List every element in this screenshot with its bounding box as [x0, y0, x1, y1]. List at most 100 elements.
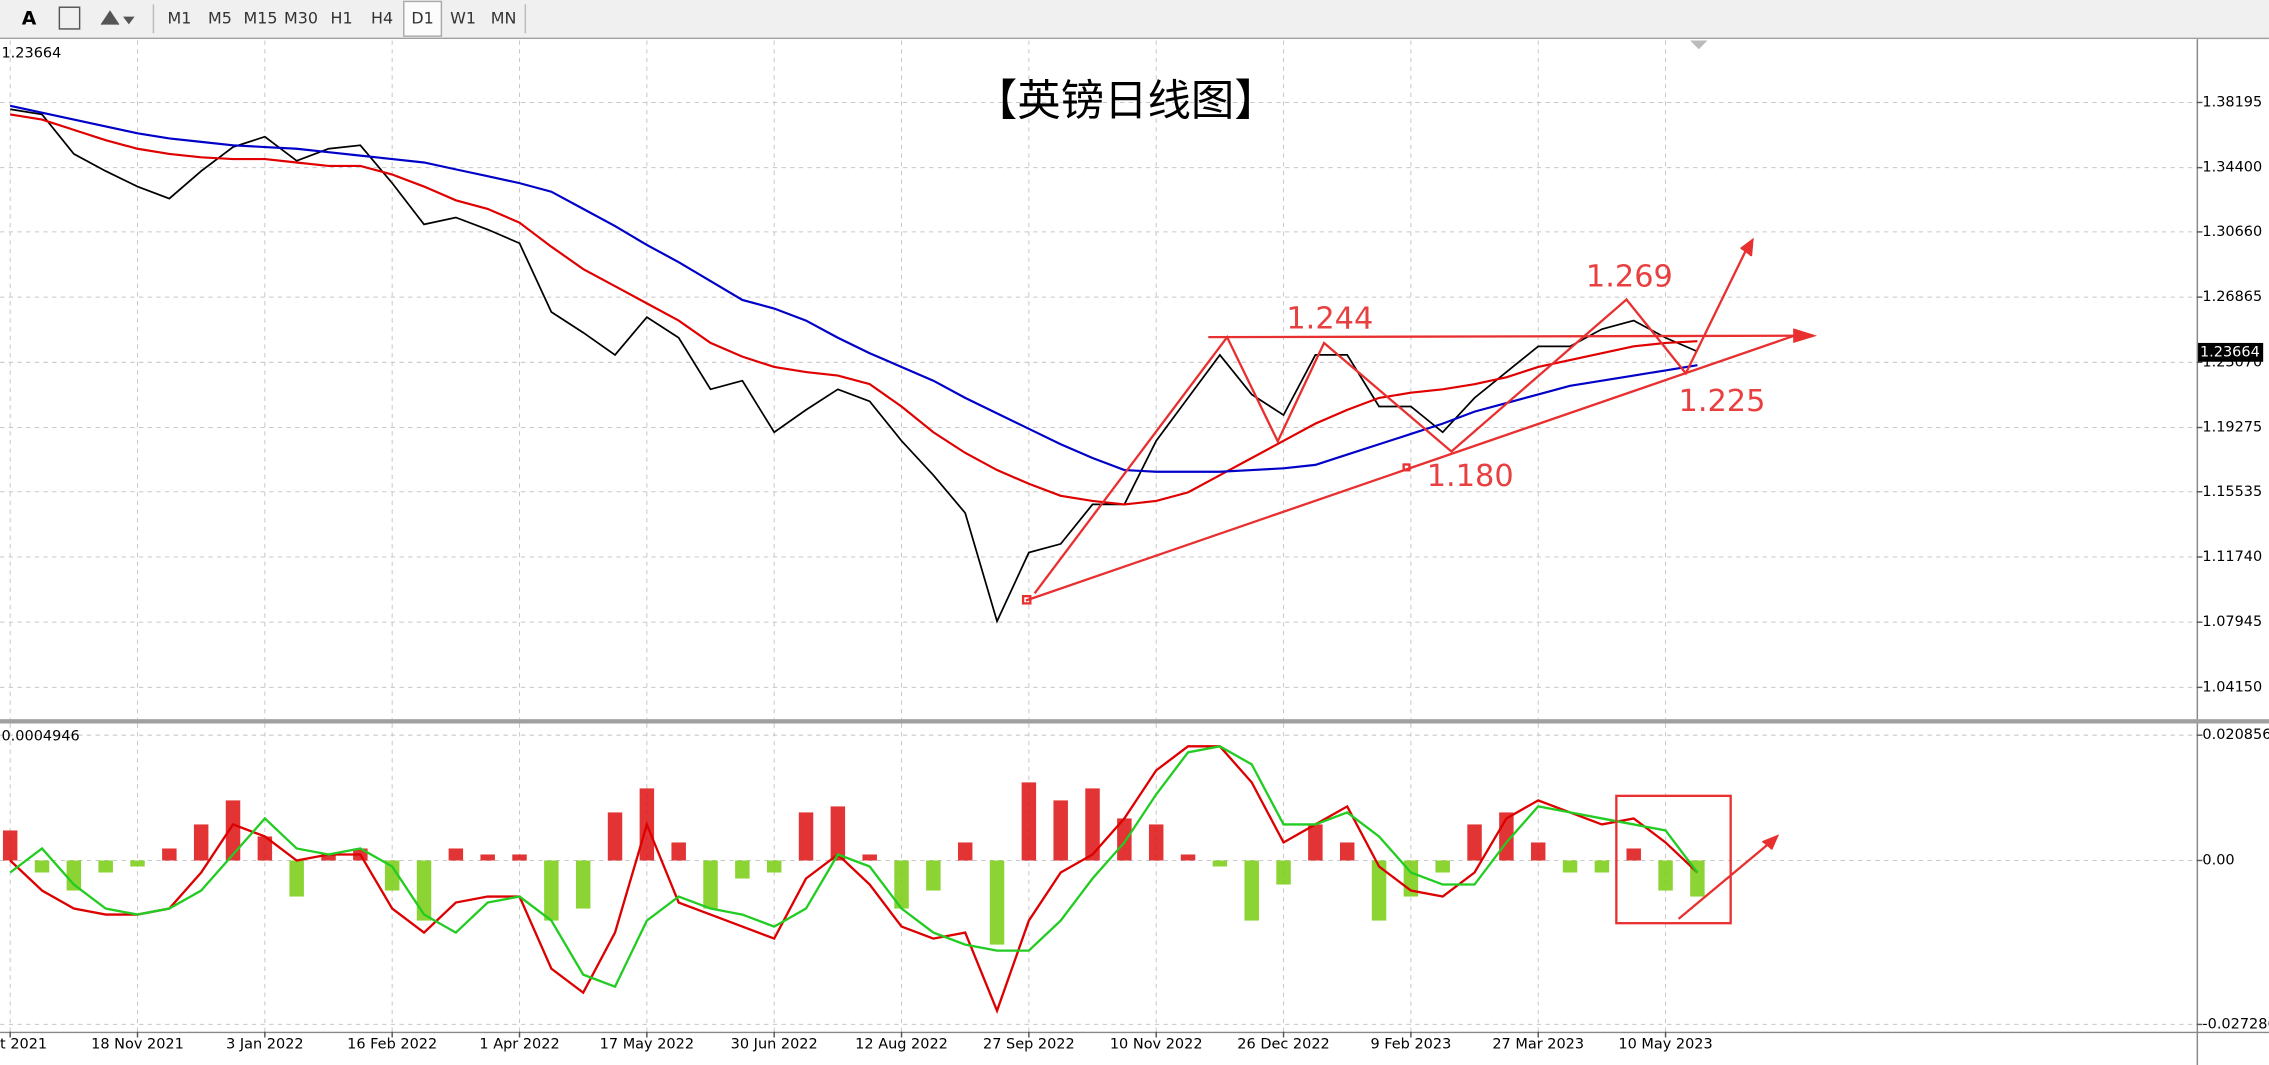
x-tick-label: t 2021 — [0, 1037, 47, 1053]
timeframe-button[interactable]: M1 — [168, 8, 192, 27]
timeframe-button[interactable]: W1 — [450, 8, 476, 27]
panel-separator — [0, 719, 2269, 724]
histogram-bar — [1435, 860, 1450, 873]
histogram-bar — [257, 836, 273, 861]
histogram-bar — [989, 860, 1005, 945]
histogram-bar — [607, 812, 623, 861]
histogram-bar — [480, 854, 495, 861]
oscillator-top-label: 0.0004946 — [1, 729, 79, 745]
histogram-bar — [384, 860, 400, 891]
timeframe-button[interactable]: H4 — [371, 8, 393, 27]
y-tick-label: 0.0208564 — [2202, 727, 2269, 743]
highlight-box — [1615, 794, 1732, 925]
histogram-bar — [1339, 842, 1355, 861]
histogram-bar — [66, 860, 82, 891]
x-tick-label: 26 Dec 2022 — [1237, 1037, 1329, 1053]
series-line — [10, 108, 1698, 624]
arrow-head — [1793, 328, 1818, 344]
annotation: 1.180 — [1427, 459, 1514, 494]
histogram-bar — [321, 854, 336, 861]
annotation: 1.244 — [1286, 301, 1373, 336]
histogram-bar — [703, 860, 718, 909]
y-tick-label: 1.34400 — [2202, 160, 2262, 176]
x-tick-label: 30 Jun 2022 — [731, 1037, 818, 1053]
y-tick-label: 1.15535 — [2202, 484, 2262, 500]
y-tick-label: 1.38195 — [2202, 94, 2262, 110]
x-tick-label: 10 Nov 2022 — [1110, 1037, 1203, 1053]
histogram-bar — [130, 860, 145, 867]
arrow-head — [1740, 237, 1754, 257]
last-price-label: 1.23664 — [2200, 344, 2260, 360]
histogram-bar — [894, 860, 909, 909]
x-tick-label: 27 Sep 2022 — [983, 1037, 1075, 1053]
selected-timeframe — [403, 0, 443, 37]
x-tick-label: 27 Mar 2023 — [1492, 1037, 1584, 1053]
x-tick-label: 10 May 2023 — [1618, 1037, 1712, 1053]
text-tool[interactable]: A — [22, 8, 37, 29]
histogram-bar — [575, 860, 591, 909]
label-tool[interactable] — [58, 6, 81, 30]
histogram-bar — [512, 854, 527, 861]
y-tick-label: 1.11740 — [2202, 549, 2262, 565]
histogram-bar — [862, 854, 877, 861]
series-line — [9, 104, 1698, 473]
histogram-bar — [544, 860, 559, 921]
histogram-bar — [1244, 860, 1259, 921]
histogram-bar — [1053, 800, 1068, 861]
histogram-bar — [766, 860, 782, 873]
histogram-bar — [1085, 788, 1100, 861]
last-price-box — [2198, 342, 2264, 362]
x-tick-label: 18 Nov 2021 — [91, 1037, 184, 1053]
timeframes: M1 M5 M15 M30 H1 H4 D1 W1 MN — [168, 0, 527, 37]
arrow-line — [1677, 838, 1775, 920]
y-tick-label: 1.26865 — [2202, 289, 2262, 305]
histogram-bar — [1530, 842, 1546, 861]
timeframe-button[interactable]: M30 — [284, 8, 318, 27]
objects-tool[interactable] — [100, 10, 135, 26]
oscillator-panel: 0.0208564 0.00 -0.0272866 t 2021 18 Nov 2021… — [0, 723, 2269, 1053]
indicator-line — [9, 745, 1699, 1014]
histogram-bar — [1276, 860, 1291, 885]
toolbar — [0, 0, 2269, 38]
anchor-point — [1021, 595, 1032, 605]
histogram-bar — [1371, 860, 1387, 921]
histogram-bar — [1021, 782, 1037, 861]
arrow-head — [1762, 834, 1780, 850]
histogram-bar — [1212, 860, 1228, 867]
histogram-bar — [289, 860, 304, 897]
histogram-bar — [1148, 824, 1164, 861]
shift-marker — [1690, 40, 1708, 50]
series-line — [9, 113, 1698, 506]
histogram-bar — [1467, 824, 1482, 861]
y-tick-label: 1.30660 — [2202, 224, 2262, 240]
histogram-bar — [416, 860, 432, 921]
histogram-bar — [162, 848, 177, 861]
timeframe-button[interactable]: M5 — [208, 8, 232, 27]
x-tick-label: 9 Feb 2023 — [1370, 1037, 1451, 1053]
histogram-bar — [1562, 860, 1578, 873]
histogram-bar — [448, 848, 464, 861]
x-tick-label: 3 Jan 2022 — [226, 1037, 304, 1053]
y-tick-label: -0.0272866 — [2202, 1016, 2269, 1032]
timeframe-button[interactable]: M15 — [244, 8, 278, 27]
histogram-bar — [926, 860, 941, 891]
histogram-bar — [1658, 860, 1673, 891]
histogram-bar — [225, 800, 241, 861]
timeframe-button[interactable]: H1 — [330, 8, 352, 27]
histogram-bar — [671, 842, 686, 861]
anchor-point — [1402, 463, 1411, 472]
indicator-line — [9, 745, 1699, 989]
histogram-bar — [2, 830, 18, 861]
histogram-bar — [1180, 854, 1196, 861]
price-top-label: 1.23664 — [1, 46, 61, 62]
histogram-bar — [735, 860, 750, 879]
x-tick-label: 16 Feb 2022 — [347, 1037, 437, 1053]
timeframe-button[interactable]: D1 — [411, 8, 433, 27]
timeframe-button[interactable]: MN — [491, 8, 517, 27]
histogram-bar — [957, 842, 973, 861]
chart-title: 【英镑日线图】 — [974, 77, 1278, 127]
wave-line — [1033, 245, 1750, 594]
histogram-bar — [798, 812, 814, 861]
